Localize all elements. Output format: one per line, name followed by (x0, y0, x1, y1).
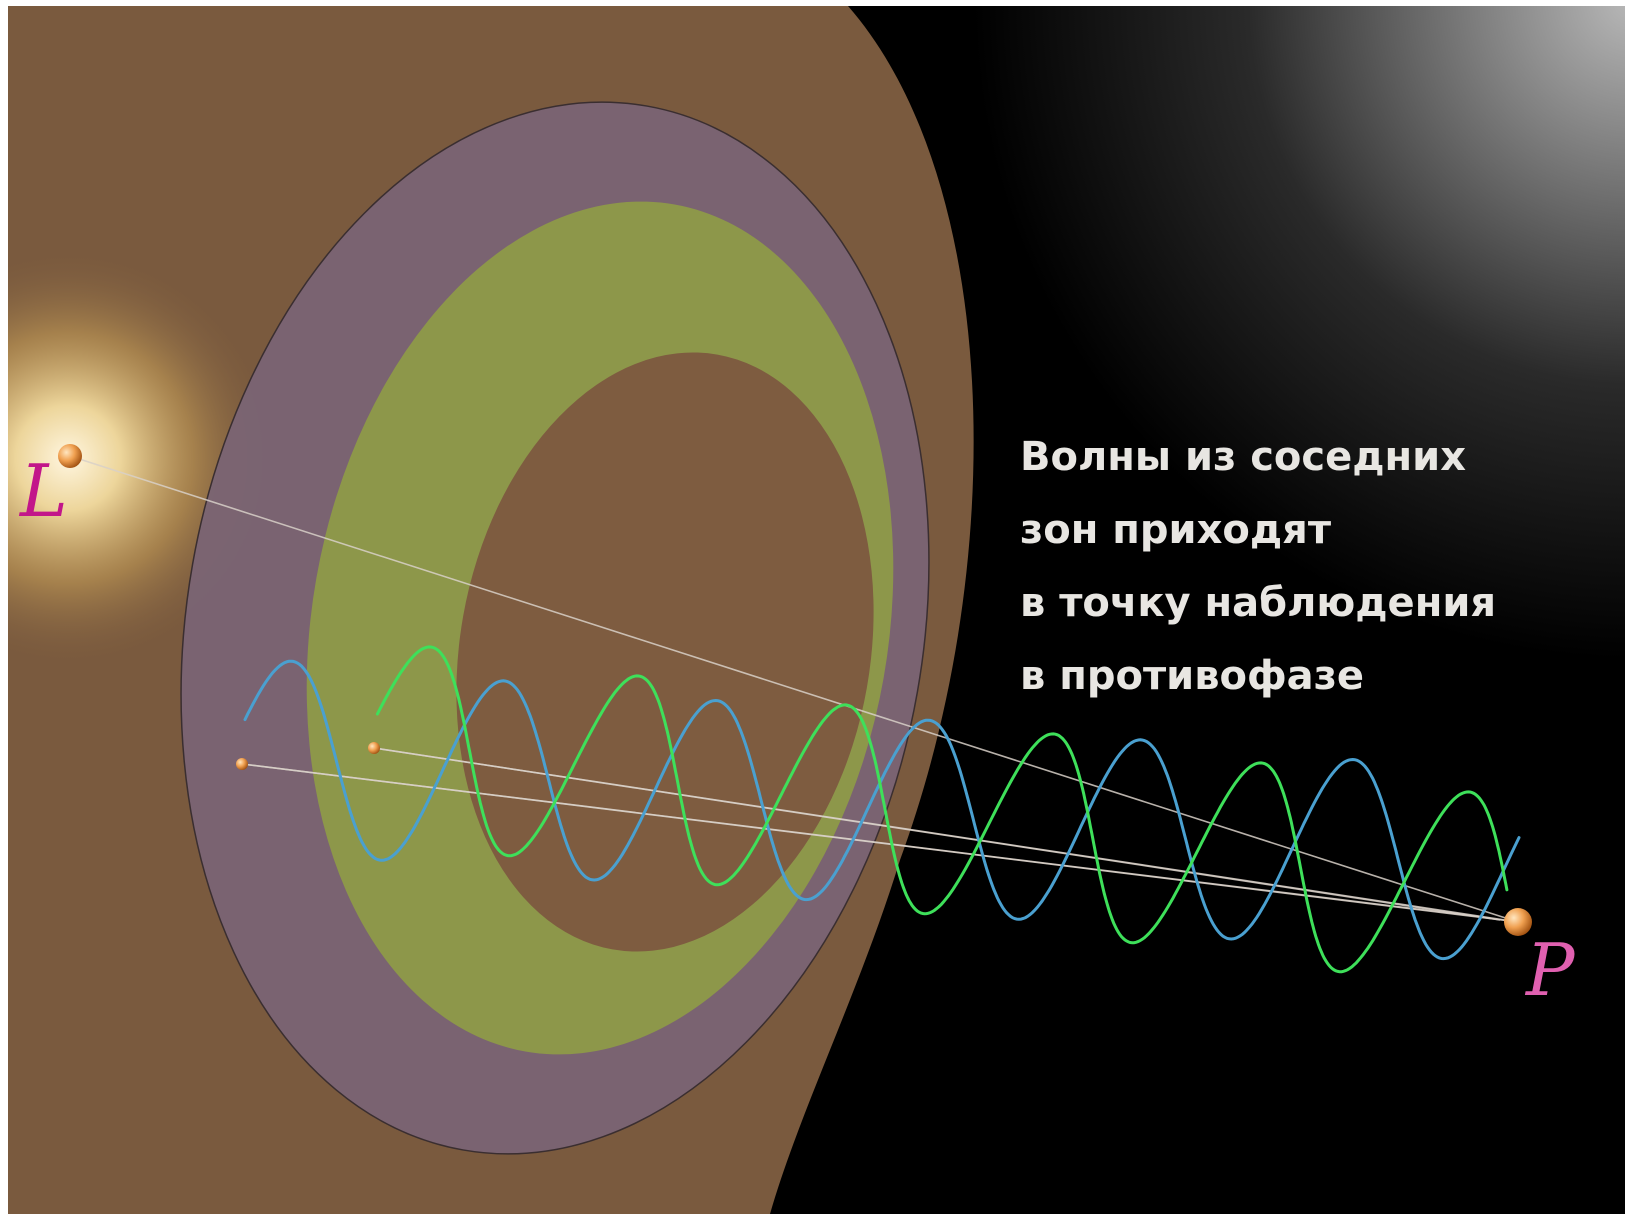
zone-point-outer (236, 758, 248, 770)
caption: Волны из соседних зон приходят в точку н… (1020, 434, 1496, 699)
ray-source-to-observer (69, 455, 1519, 923)
source-label: L (18, 449, 68, 533)
fresnel-zone-inner (456, 352, 874, 952)
waves-group (243, 645, 1521, 974)
caption-line-4: в противофазе (1020, 653, 1364, 699)
caption-line-3: в точку наблюдения (1020, 580, 1496, 626)
zone-point-middle (368, 742, 380, 754)
rays-group (69, 455, 1519, 923)
caption-line-1: Волны из соседних (1020, 434, 1466, 480)
wave-middle-zone (375, 645, 1509, 974)
observer-point (1504, 908, 1532, 936)
ray-outer-zone-lower (241, 763, 1491, 919)
wave-outer-zone (243, 659, 1521, 961)
observer-label: P (1524, 928, 1576, 1012)
source-point (58, 444, 82, 468)
ray-middle-zone-lower (373, 747, 1501, 921)
caption-line-2: зон приходят (1020, 507, 1332, 553)
